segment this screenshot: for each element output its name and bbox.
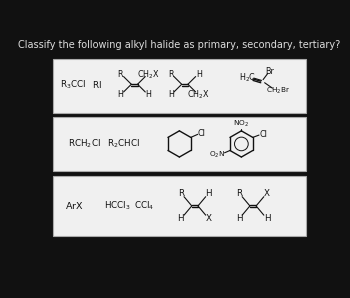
- Text: R: R: [118, 70, 123, 79]
- Text: H: H: [118, 90, 124, 99]
- Text: $\mathregular{CH_2X}$: $\mathregular{CH_2X}$: [187, 88, 210, 100]
- Text: $\mathregular{NO_2}$: $\mathregular{NO_2}$: [233, 119, 250, 129]
- Text: X: X: [206, 214, 212, 223]
- FancyBboxPatch shape: [53, 117, 306, 170]
- Text: H: H: [168, 90, 174, 99]
- Text: H: H: [205, 189, 212, 198]
- Text: $\mathregular{CH_2X}$: $\mathregular{CH_2X}$: [137, 68, 160, 80]
- Text: R: R: [236, 189, 242, 198]
- FancyBboxPatch shape: [53, 176, 306, 236]
- Text: X: X: [264, 189, 270, 198]
- Text: H: H: [177, 214, 184, 223]
- Text: $\mathregular{R_3CCl}$: $\mathregular{R_3CCl}$: [60, 78, 86, 91]
- Text: H: H: [236, 214, 242, 223]
- Text: R: R: [168, 70, 174, 79]
- Text: H: H: [196, 70, 202, 79]
- Text: $\mathregular{RI}$: $\mathregular{RI}$: [92, 79, 102, 90]
- Text: Br: Br: [265, 67, 274, 77]
- Text: $\mathregular{R_2CHCl}$: $\mathregular{R_2CHCl}$: [107, 138, 140, 150]
- Text: Classify the following alkyl halide as primary, secondary, tertiary?: Classify the following alkyl halide as p…: [18, 41, 341, 50]
- FancyBboxPatch shape: [53, 59, 306, 113]
- Text: H: H: [264, 214, 270, 223]
- Text: $\mathregular{CCl_4}$: $\mathregular{CCl_4}$: [134, 200, 155, 212]
- Text: H: H: [146, 90, 151, 99]
- Text: $\mathregular{O_2N}$: $\mathregular{O_2N}$: [209, 150, 225, 160]
- Text: $\mathregular{ArX}$: $\mathregular{ArX}$: [65, 201, 84, 211]
- Text: R: R: [178, 189, 184, 198]
- Text: $\mathregular{CH_2Br}$: $\mathregular{CH_2Br}$: [266, 85, 291, 96]
- Text: $\mathregular{HCCl_3}$: $\mathregular{HCCl_3}$: [104, 200, 131, 212]
- Text: $\mathregular{RCH_2Cl}$: $\mathregular{RCH_2Cl}$: [68, 138, 100, 150]
- Text: Cl: Cl: [198, 129, 205, 138]
- Text: Cl: Cl: [260, 130, 267, 139]
- Text: $\mathregular{H_2C}$: $\mathregular{H_2C}$: [239, 72, 256, 84]
